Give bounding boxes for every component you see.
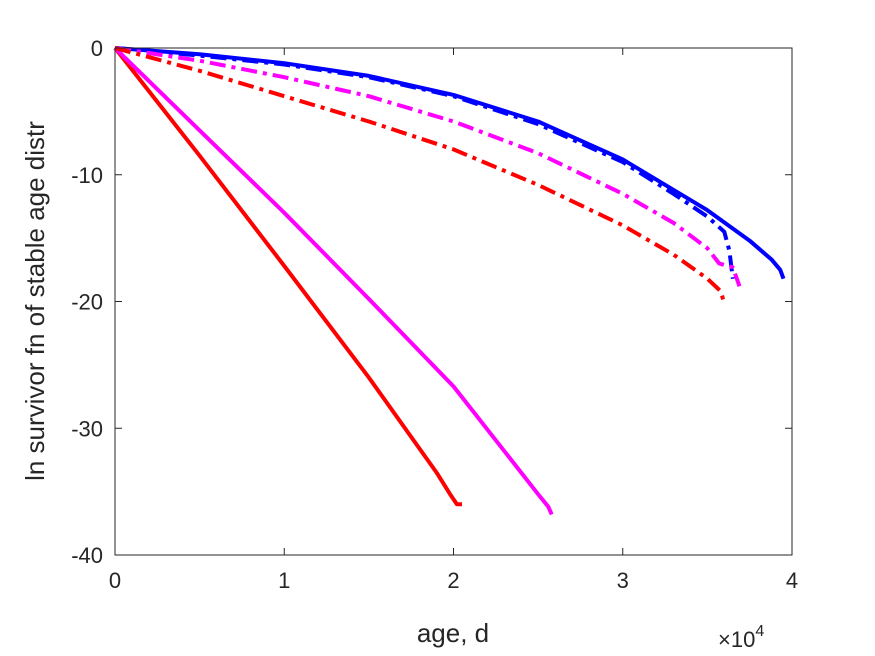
x-exponent-power: 4 xyxy=(755,623,764,640)
x-axis-label: age, d xyxy=(417,618,489,648)
series-layer xyxy=(113,46,786,516)
series-line-1 xyxy=(113,46,462,507)
series-line-3 xyxy=(114,46,786,280)
x-tick-label-1: 1 xyxy=(278,568,290,593)
series-line-5 xyxy=(114,46,742,287)
y-axis-label: ln survivor fn of stable age distr xyxy=(20,121,50,481)
y-tick-layer: 0 -10 -20 -30 -40 xyxy=(71,36,792,568)
y-tick-label-1: -10 xyxy=(71,163,103,188)
x-tick-layer: 0 1 2 3 4 xyxy=(109,48,798,593)
y-tick-label-4: -40 xyxy=(71,543,103,568)
x-exponent-label: ×104 xyxy=(718,623,764,652)
y-tick-label-3: -30 xyxy=(71,416,103,441)
x-tick-label-4: 4 xyxy=(786,568,798,593)
series-line-4 xyxy=(114,46,735,279)
x-exponent-base: ×10 xyxy=(718,627,755,652)
x-tick-label-2: 2 xyxy=(447,568,459,593)
x-tick-label-0: 0 xyxy=(109,568,121,593)
y-tick-label-2: -20 xyxy=(71,290,103,315)
series-line-2 xyxy=(113,46,554,516)
x-tick-label-3: 3 xyxy=(617,568,629,593)
plot-area xyxy=(115,48,792,555)
series-line-6 xyxy=(114,46,727,305)
y-tick-label-0: 0 xyxy=(91,36,103,61)
